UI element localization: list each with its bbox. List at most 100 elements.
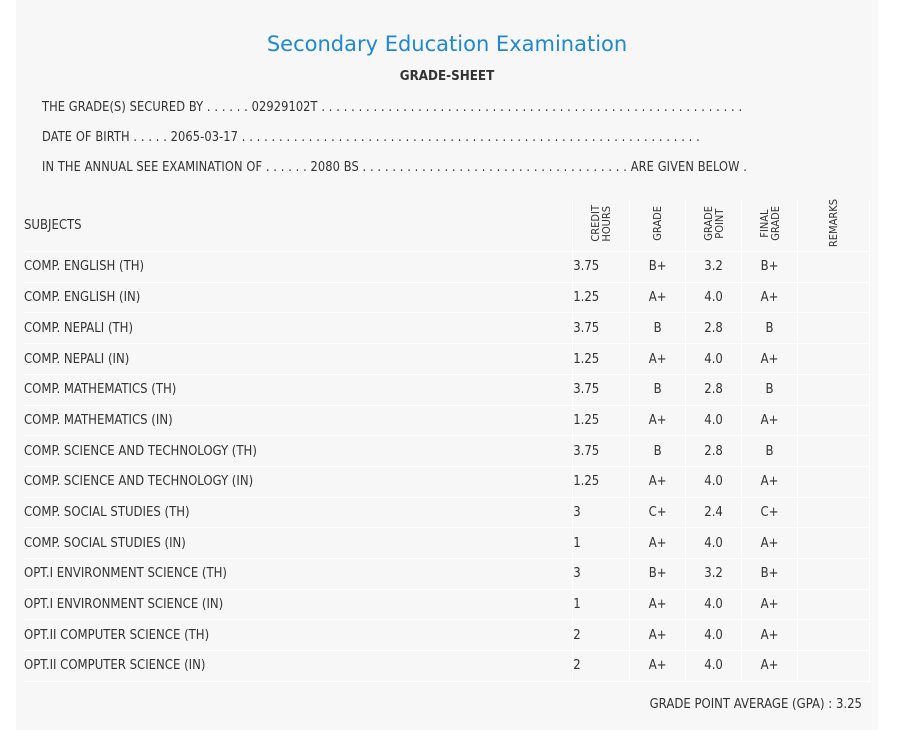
grades-table: SUBJECTS CREDIT HOURS GRADE GRADE POINT …	[24, 199, 870, 682]
credit-hours-cell: 1.25	[572, 405, 631, 437]
grade-point-cell: 4.0	[685, 650, 743, 682]
subject-cell: COMP. MATHEMATICS (IN)	[24, 405, 574, 437]
grade-cell: A+	[629, 619, 687, 652]
credit-hours-cell: 1	[572, 589, 631, 621]
grade-point-cell: 4.0	[685, 466, 743, 498]
remarks-cell	[797, 466, 870, 498]
final-grade-header: FINAL GRADE	[741, 199, 799, 253]
table-row: OPT.I ENVIRONMENT SCIENCE (IN) 1 A+ 4.0 A+	[24, 589, 870, 621]
grade-cell: A+	[629, 282, 687, 314]
grade-cell: C+	[629, 497, 687, 529]
grade-point-cell: 2.8	[685, 374, 743, 406]
table-row: COMP. SOCIAL STUDIES (TH) 3 C+ 2.4 C+	[24, 497, 870, 529]
table-row: OPT.I ENVIRONMENT SCIENCE (TH) 3 B+ 3.2 B+	[24, 558, 870, 590]
subject-cell: COMP. ENGLISH (TH)	[24, 251, 574, 283]
gpa-summary: GRADE POINT AVERAGE (GPA) : 3.25	[649, 697, 862, 712]
grade-header: GRADE	[629, 199, 687, 253]
final-grade-header-label: FINAL GRADE	[757, 205, 782, 241]
grade-point-cell: 4.0	[685, 343, 743, 375]
grade-point-header: GRADE POINT	[685, 199, 743, 253]
grade-cell: A+	[629, 405, 687, 437]
credit-hours-cell: 3	[572, 497, 631, 529]
final-grade-cell: B+	[741, 558, 799, 590]
table-row: OPT.II COMPUTER SCIENCE (IN) 2 A+ 4.0 A+	[24, 650, 870, 682]
final-grade-cell: B	[741, 435, 799, 467]
table-row: COMP. SCIENCE AND TECHNOLOGY (TH) 3.75 B 2.…	[24, 435, 870, 467]
credit-hours-cell: 1.25	[572, 343, 631, 375]
final-grade-cell: C+	[741, 497, 799, 529]
grade-point-cell: 4.0	[685, 405, 743, 437]
grade-point-cell: 4.0	[685, 282, 743, 314]
subject-cell: COMP. SCIENCE AND TECHNOLOGY (IN)	[24, 466, 574, 498]
date-of-birth-text: DATE OF BIRTH . . . . . 2065-03-17 . . .…	[42, 130, 700, 145]
remarks-cell	[797, 374, 870, 406]
final-grade-cell: A+	[741, 405, 799, 437]
remarks-cell	[797, 343, 870, 375]
date-of-birth-line: DATE OF BIRTH . . . . . 2065-03-17 . . .…	[42, 130, 746, 148]
grade-cell: B	[629, 435, 687, 467]
credit-hours-cell: 2	[572, 619, 631, 652]
grade-cell: B	[629, 374, 687, 406]
credit-hours-cell: 1.25	[572, 282, 631, 314]
secured-by-line: THE GRADE(S) SECURED BY . . . . . . 0292…	[42, 100, 746, 118]
grade-point-cell: 2.4	[685, 497, 743, 529]
remarks-cell	[797, 650, 870, 682]
exam-text: IN THE ANNUAL SEE EXAMINATION OF . . . .…	[42, 160, 746, 175]
credit-hours-cell: 1.25	[572, 466, 631, 498]
remarks-header: REMARKS	[797, 199, 870, 253]
secured-by-text: THE GRADE(S) SECURED BY . . . . . . 0292…	[42, 100, 746, 115]
final-grade-cell: A+	[741, 282, 799, 314]
grade-sheet-heading: GRADE-SHEET	[399, 69, 495, 84]
final-grade-cell: A+	[741, 619, 799, 652]
table-row: COMP. ENGLISH (IN) 1.25 A+ 4.0 A+	[24, 282, 870, 314]
grade-cell: A+	[629, 527, 687, 559]
remarks-header-label: REMARKS	[827, 199, 840, 248]
grade-cell: A+	[629, 343, 687, 375]
table-row: OPT.II COMPUTER SCIENCE (TH) 2 A+ 4.0 A+	[24, 619, 870, 652]
remarks-cell	[797, 312, 870, 345]
grade-header-label: GRADE	[651, 205, 665, 241]
grade-point-cell: 4.0	[685, 619, 743, 652]
table-row: COMP. SCIENCE AND TECHNOLOGY (IN) 1.25 A+ 4…	[24, 466, 870, 498]
subject-cell: OPT.I ENVIRONMENT SCIENCE (TH)	[24, 558, 574, 590]
credit-hours-header-label: CREDIT HOURS	[589, 204, 614, 242]
final-grade-cell: B	[741, 312, 799, 345]
exam-title: Secondary Education Examination	[266, 32, 628, 56]
subject-cell: OPT.I ENVIRONMENT SCIENCE (IN)	[24, 589, 574, 621]
subject-cell: COMP. SCIENCE AND TECHNOLOGY (TH)	[24, 435, 574, 467]
table-row: COMP. SOCIAL STUDIES (IN) 1 A+ 4.0 A+	[24, 527, 870, 559]
subject-cell: COMP. SOCIAL STUDIES (TH)	[24, 497, 574, 529]
remarks-cell	[797, 405, 870, 437]
credit-hours-cell: 3.75	[572, 374, 631, 406]
table-row: COMP. NEPALI (IN) 1.25 A+ 4.0 A+	[24, 343, 870, 375]
remarks-cell	[797, 497, 870, 529]
grades-table-body: COMP. ENGLISH (TH) 3.75 B+ 3.2 B+ COMP. ENGLI…	[24, 251, 870, 682]
credit-hours-cell: 2	[572, 650, 631, 682]
table-row: COMP. MATHEMATICS (TH) 3.75 B 2.8 B	[24, 374, 870, 406]
final-grade-cell: B+	[741, 251, 799, 283]
credit-hours-cell: 3.75	[572, 251, 631, 283]
credit-hours-cell: 3.75	[572, 312, 631, 345]
subject-cell: COMP. NEPALI (TH)	[24, 312, 574, 345]
final-grade-cell: B	[741, 374, 799, 406]
grade-point-cell: 4.0	[685, 527, 743, 559]
subject-cell: COMP. NEPALI (IN)	[24, 343, 574, 375]
table-row: COMP. MATHEMATICS (IN) 1.25 A+ 4.0 A+	[24, 405, 870, 437]
remarks-cell	[797, 282, 870, 314]
credit-hours-header: CREDIT HOURS	[572, 199, 631, 253]
exam-line: IN THE ANNUAL SEE EXAMINATION OF . . . .…	[42, 160, 746, 178]
grade-cell: A+	[629, 589, 687, 621]
final-grade-cell: A+	[741, 589, 799, 621]
grade-cell: B+	[629, 558, 687, 590]
grade-cell: A+	[629, 650, 687, 682]
grade-point-cell: 3.2	[685, 251, 743, 283]
final-grade-cell: A+	[741, 527, 799, 559]
final-grade-cell: A+	[741, 343, 799, 375]
grade-cell: B	[629, 312, 687, 345]
grade-sheet: Secondary Education Examination GRADE-SH…	[16, 0, 878, 730]
grade-point-header-label: GRADE POINT	[701, 205, 726, 241]
subject-cell: COMP. ENGLISH (IN)	[24, 282, 574, 314]
final-grade-cell: A+	[741, 650, 799, 682]
subject-cell: OPT.II COMPUTER SCIENCE (TH)	[24, 619, 574, 652]
table-row: COMP. ENGLISH (TH) 3.75 B+ 3.2 B+	[24, 251, 870, 283]
